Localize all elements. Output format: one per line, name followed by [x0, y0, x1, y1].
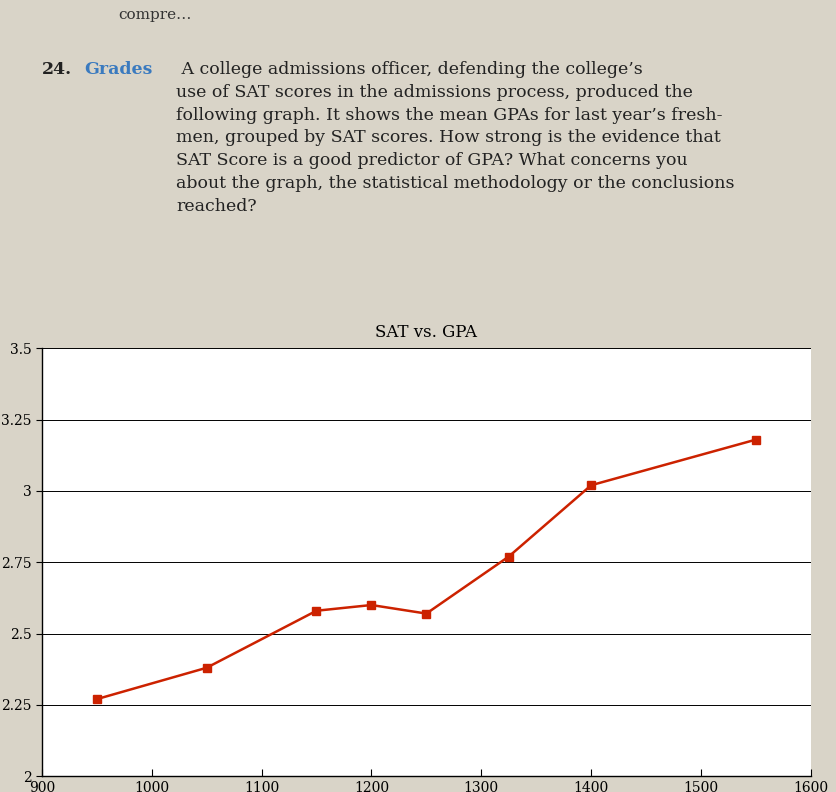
Text: A college admissions officer, defending the college’s
use of SAT scores in the a: A college admissions officer, defending … [176, 61, 735, 215]
Text: 24.: 24. [42, 61, 72, 78]
Text: Grades: Grades [84, 61, 152, 78]
Title: SAT vs. GPA: SAT vs. GPA [375, 324, 477, 341]
Text: compre…: compre… [119, 8, 192, 22]
